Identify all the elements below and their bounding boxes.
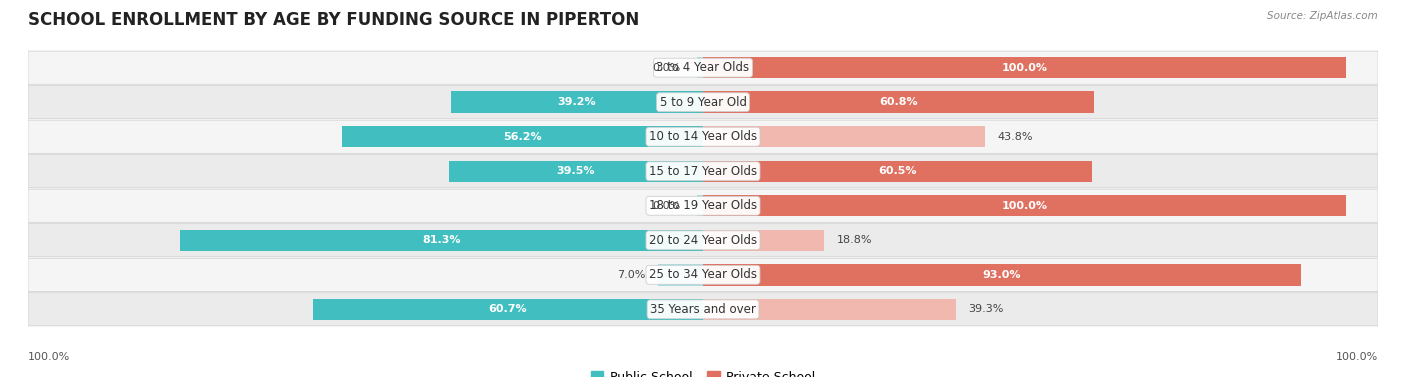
Text: 18 to 19 Year Olds: 18 to 19 Year Olds <box>650 199 756 212</box>
Text: 93.0%: 93.0% <box>983 270 1021 280</box>
Text: 100.0%: 100.0% <box>1001 201 1047 211</box>
Text: 7.0%: 7.0% <box>617 270 645 280</box>
Text: 100.0%: 100.0% <box>1001 63 1047 73</box>
Text: 18.8%: 18.8% <box>837 235 872 245</box>
Text: 43.8%: 43.8% <box>997 132 1033 142</box>
FancyBboxPatch shape <box>28 258 1378 291</box>
Bar <box>703 299 956 320</box>
Text: 3 to 4 Year Olds: 3 to 4 Year Olds <box>657 61 749 74</box>
Text: 15 to 17 Year Olds: 15 to 17 Year Olds <box>650 165 756 178</box>
Text: 39.5%: 39.5% <box>557 166 595 176</box>
Text: Source: ZipAtlas.com: Source: ZipAtlas.com <box>1267 11 1378 21</box>
Text: 5 to 9 Year Old: 5 to 9 Year Old <box>659 96 747 109</box>
Text: 56.2%: 56.2% <box>503 132 541 142</box>
Bar <box>451 92 703 113</box>
FancyBboxPatch shape <box>28 86 1378 119</box>
Bar <box>342 126 703 147</box>
Bar <box>703 264 1301 285</box>
Text: 100.0%: 100.0% <box>1336 352 1378 362</box>
Bar <box>696 195 703 216</box>
FancyBboxPatch shape <box>28 293 1378 326</box>
FancyBboxPatch shape <box>28 189 1378 222</box>
FancyBboxPatch shape <box>28 120 1378 153</box>
Bar <box>314 299 703 320</box>
FancyBboxPatch shape <box>28 224 1378 257</box>
Text: 81.3%: 81.3% <box>422 235 461 245</box>
Bar <box>703 161 1092 182</box>
FancyBboxPatch shape <box>28 155 1378 188</box>
Text: 39.2%: 39.2% <box>558 97 596 107</box>
Text: 0.0%: 0.0% <box>652 201 681 211</box>
Text: 60.7%: 60.7% <box>489 304 527 314</box>
Bar <box>703 92 1094 113</box>
Text: 60.8%: 60.8% <box>879 97 918 107</box>
Text: 25 to 34 Year Olds: 25 to 34 Year Olds <box>650 268 756 281</box>
Bar <box>180 230 703 251</box>
Bar <box>696 57 703 78</box>
Text: SCHOOL ENROLLMENT BY AGE BY FUNDING SOURCE IN PIPERTON: SCHOOL ENROLLMENT BY AGE BY FUNDING SOUR… <box>28 11 640 29</box>
Bar <box>449 161 703 182</box>
Text: 39.3%: 39.3% <box>969 304 1004 314</box>
Text: 100.0%: 100.0% <box>28 352 70 362</box>
Bar <box>703 230 824 251</box>
FancyBboxPatch shape <box>28 51 1378 84</box>
Text: 20 to 24 Year Olds: 20 to 24 Year Olds <box>650 234 756 247</box>
Legend: Public School, Private School: Public School, Private School <box>586 366 820 377</box>
Text: 60.5%: 60.5% <box>879 166 917 176</box>
Text: 35 Years and over: 35 Years and over <box>650 303 756 316</box>
Text: 10 to 14 Year Olds: 10 to 14 Year Olds <box>650 130 756 143</box>
Bar <box>703 195 1346 216</box>
Bar <box>658 264 703 285</box>
Text: 0.0%: 0.0% <box>652 63 681 73</box>
Bar <box>703 57 1346 78</box>
Bar <box>703 126 984 147</box>
